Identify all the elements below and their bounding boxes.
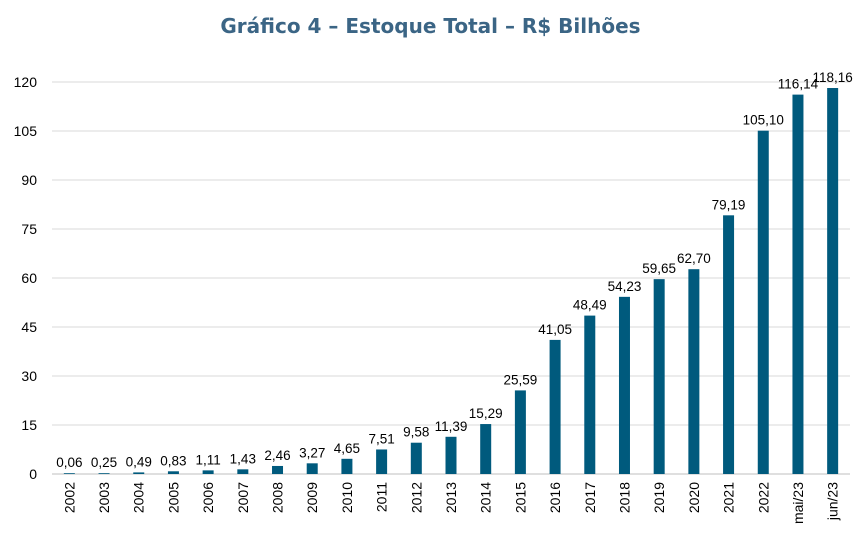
x-tick-label: 2013	[443, 482, 459, 513]
gridlines	[52, 81, 850, 475]
data-label: 79,19	[712, 197, 746, 212]
bar	[445, 436, 457, 474]
x-tick-label: 2017	[582, 482, 598, 513]
bar	[584, 315, 596, 474]
bar	[63, 473, 75, 474]
bar	[653, 279, 665, 474]
data-label: 116,14	[778, 77, 819, 92]
data-label: 2,46	[264, 448, 290, 463]
data-label: 0,06	[56, 455, 82, 470]
data-label: 25,59	[503, 372, 537, 387]
x-tick-label: 2007	[235, 482, 251, 513]
bar	[410, 442, 422, 474]
x-tick-label: 2010	[339, 482, 355, 513]
bar	[792, 94, 804, 474]
y-tick-label: 0	[29, 466, 37, 482]
data-label: 105,10	[743, 113, 784, 128]
bar	[376, 449, 388, 474]
bar	[202, 470, 214, 474]
x-tick-label: 2005	[165, 482, 181, 513]
data-label: 41,05	[538, 322, 572, 337]
x-tick-label: 2019	[651, 482, 667, 513]
data-label: 48,49	[573, 298, 607, 313]
x-tick-label: 2012	[408, 482, 424, 513]
data-label: 9,58	[403, 425, 429, 440]
data-label: 11,39	[435, 419, 468, 434]
x-tick-label: 2009	[304, 482, 320, 513]
x-tick-label: 2003	[96, 482, 112, 513]
bar	[618, 296, 630, 474]
y-tick-label: 90	[21, 172, 37, 188]
data-label: 7,51	[368, 431, 394, 446]
data-label: 0,25	[91, 455, 117, 470]
data-label: 15,29	[469, 406, 503, 421]
bar	[757, 130, 769, 474]
data-label: 118,16	[813, 70, 853, 85]
data-label: 0,49	[126, 454, 152, 469]
x-tick-label: 2002	[61, 482, 77, 513]
bar	[688, 269, 700, 474]
bars	[63, 88, 839, 474]
x-tick-label: 2004	[131, 482, 147, 513]
bar	[341, 458, 353, 474]
x-tick-label: 2016	[547, 482, 563, 513]
bar	[306, 463, 318, 474]
y-tick-label: 60	[21, 270, 37, 286]
y-tick-label: 30	[21, 368, 37, 384]
x-axis-ticks: 2002 2003 2004 2005 2006 2007 2008 2009 2010 2011…	[61, 482, 840, 524]
y-axis-ticks: 0 15 30 45 60 75 90 105 120	[14, 74, 38, 482]
bar	[514, 390, 526, 474]
x-tick-label: mai/23	[790, 482, 806, 524]
data-label: 1,11	[195, 452, 220, 467]
x-tick-label: 2015	[512, 482, 528, 513]
bar	[237, 469, 249, 474]
y-tick-label: 120	[14, 74, 38, 90]
data-label: 59,65	[642, 261, 676, 276]
x-tick-label: 2020	[686, 482, 702, 513]
bar	[723, 215, 735, 474]
data-label: 54,23	[608, 279, 642, 294]
y-tick-label: 75	[21, 221, 37, 237]
bar	[133, 472, 145, 474]
chart-title: Gráfico 4 – Estoque Total – R$ Bilhões	[220, 14, 641, 38]
bar	[272, 465, 284, 474]
bar	[98, 473, 110, 474]
bar	[167, 471, 179, 474]
bar	[480, 424, 492, 474]
data-label: 3,27	[299, 445, 325, 460]
x-tick-label: 2018	[616, 482, 632, 513]
bar	[549, 339, 561, 474]
x-tick-label: 2014	[478, 482, 494, 513]
x-tick-label: 2011	[374, 482, 390, 512]
data-label: 4,65	[334, 441, 360, 456]
y-tick-label: 105	[14, 123, 38, 139]
data-label: 0,83	[160, 453, 186, 468]
x-tick-label: 2008	[270, 482, 286, 513]
data-label: 62,70	[677, 251, 711, 266]
bar	[827, 88, 839, 474]
x-tick-label: jun/23	[825, 482, 841, 521]
y-tick-label: 45	[21, 319, 37, 335]
x-tick-label: 2022	[755, 482, 771, 513]
x-tick-label: 2021	[721, 482, 737, 513]
data-labels: 0,06 0,25 0,49 0,83 1,11 1,43 2,46 3,27 4,65 7,51…	[56, 70, 853, 470]
y-tick-label: 15	[21, 417, 37, 433]
data-label: 1,43	[230, 451, 256, 466]
x-tick-label: 2006	[200, 482, 216, 513]
